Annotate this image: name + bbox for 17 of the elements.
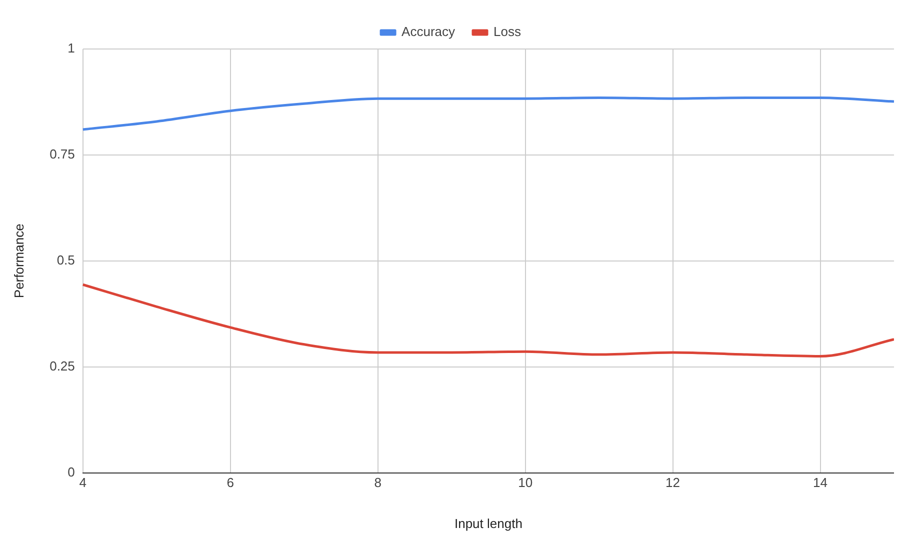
x-tick-label: 10 (518, 475, 533, 490)
line-series (82, 283, 894, 358)
x-tick-label: 4 (79, 475, 87, 490)
line-series (82, 96, 894, 131)
y-tick-label: 1 (68, 40, 75, 56)
x-tick-label: 8 (374, 475, 382, 490)
y-tick-label: 0.25 (50, 358, 75, 374)
x-axis-title: Input length (454, 516, 522, 531)
x-tick-label: 12 (666, 475, 680, 490)
y-tick-label: 0.5 (56, 252, 75, 268)
x-tick-label: 14 (813, 475, 828, 490)
y-axis-title: Performance (11, 224, 26, 298)
y-tick-label: 0.75 (50, 146, 75, 162)
x-tick-label: 6 (226, 475, 234, 490)
legend-label: Loss (494, 24, 522, 40)
y-tick-label: 0 (68, 464, 75, 480)
legend-label: Accuracy (402, 24, 456, 40)
